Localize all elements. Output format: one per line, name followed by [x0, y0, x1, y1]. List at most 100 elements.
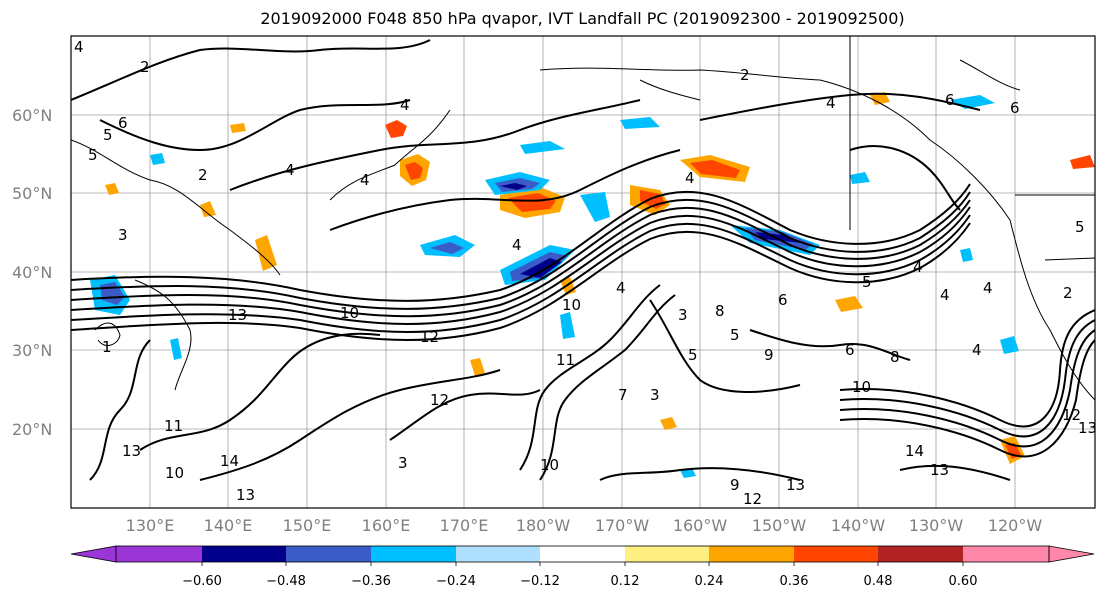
lon-label: 160°W [673, 516, 728, 535]
lon-label: 140°E [204, 516, 253, 535]
colorbar-tick-label: 0.24 [695, 574, 724, 589]
positive-anomaly-patch [870, 92, 890, 105]
contour-label: 10 [562, 296, 581, 314]
contour-label: 5 [88, 146, 98, 164]
contour-label: 3 [118, 226, 128, 244]
contour-label: 2 [140, 58, 150, 76]
contour-label: 13 [1078, 419, 1097, 437]
positive-anomaly-patch [690, 160, 740, 178]
contour-label: 4 [616, 279, 626, 297]
map-frame [70, 35, 1096, 509]
colorbar-segment [456, 546, 540, 562]
colorbar-segment [963, 546, 1049, 562]
contour-labels: 4 2 6 5 5 2 4 4 4 2 6 6 4 4 4 3 4 4 4 4 … [74, 38, 1097, 508]
colorbar-segment [116, 546, 202, 562]
positive-anomaly-patch [660, 417, 677, 430]
colorbar-tick-label: −0.12 [520, 574, 560, 589]
contour-label: 4 [940, 286, 950, 304]
contour-label: 13 [786, 476, 805, 494]
lon-label: 180°W [516, 516, 571, 535]
positive-anomaly-patch [470, 358, 485, 376]
lon-label: 130°W [909, 516, 964, 535]
contour-label: 4 [685, 169, 695, 187]
positive-anomaly-patch [200, 201, 216, 217]
lat-label-50n: 50°N [12, 184, 52, 203]
contour-label: 11 [164, 417, 183, 435]
contour-label: 1 [102, 338, 112, 356]
contour-label: 7 [618, 386, 628, 404]
colorbar-segment [794, 546, 878, 562]
coastlines [71, 36, 1095, 401]
colorbar-tick-labels: −0.60 −0.48 −0.36 −0.24 −0.12 0.12 0.24 … [182, 574, 977, 589]
contour-label: 9 [730, 476, 740, 494]
contour-label: 4 [512, 236, 522, 254]
contour-label: 4 [285, 161, 295, 179]
positive-anomaly-patch [508, 193, 556, 212]
colorbar-tick-label: −0.36 [351, 574, 391, 589]
negative-anomaly-patch [430, 242, 464, 254]
contour-label: 12 [430, 391, 449, 409]
lat-label-40n: 40°N [12, 263, 52, 282]
contour-label: 12 [1062, 406, 1081, 424]
colorbar-tick-label: 0.48 [864, 574, 893, 589]
lon-label: 140°W [831, 516, 886, 535]
contour-label: 10 [165, 464, 184, 482]
contour-label: 14 [220, 452, 239, 470]
contour-label: 8 [715, 302, 725, 320]
negative-anomaly-patch [755, 232, 803, 243]
colorbar-tick-label: 0.60 [949, 574, 978, 589]
colorbar-extend-low [70, 545, 117, 563]
contour-label: 4 [913, 258, 923, 276]
contour-label: 9 [764, 346, 774, 364]
contour-label: 2 [1063, 284, 1073, 302]
colorbar-tick-label: −0.48 [266, 574, 306, 589]
contour-label: 6 [118, 114, 128, 132]
contour-label: 12 [743, 490, 762, 508]
ivt-contours [71, 39, 1095, 481]
positive-anomaly-patch [385, 120, 407, 138]
negative-anomaly-patch [520, 141, 565, 154]
lon-label: 130°E [126, 516, 175, 535]
lat-label-20n: 20°N [12, 420, 52, 439]
contour-label: 6 [845, 341, 855, 359]
contour-label: 13 [122, 442, 141, 460]
contour-label: 10 [540, 456, 559, 474]
colorbar [70, 545, 1095, 566]
negative-anomaly-patch [620, 117, 660, 129]
colorbar-tick-label: 0.12 [611, 574, 640, 589]
contour-label: 4 [360, 171, 370, 189]
contour-label: 13 [236, 486, 255, 504]
positive-anomaly-patch [1070, 155, 1095, 169]
contour-label: 5 [103, 126, 113, 144]
colorbar-segment [540, 546, 625, 562]
contour-label: 5 [688, 346, 698, 364]
positive-anomaly-patch [405, 162, 423, 180]
lon-label: 160°E [362, 516, 411, 535]
colorbar-tick-label: 0.36 [780, 574, 809, 589]
negative-anomaly-patch [500, 183, 527, 190]
contour-label: 6 [1010, 99, 1020, 117]
contour-label: 3 [650, 386, 660, 404]
lon-label: 120°W [988, 516, 1043, 535]
negative-anomaly-patch [520, 258, 562, 278]
lon-label: 170°W [595, 516, 650, 535]
lat-label-30n: 30°N [12, 341, 52, 360]
colorbar-outline [115, 545, 1050, 563]
contour-label: 14 [905, 442, 924, 460]
contour-label: 4 [74, 38, 84, 56]
negative-anomaly-patch [1000, 336, 1019, 354]
contour-label: 2 [740, 66, 750, 84]
contour-label: 13 [228, 306, 247, 324]
colorbar-segment [371, 546, 456, 562]
contour-label: 8 [890, 348, 900, 366]
negative-anomaly-patch [560, 312, 575, 339]
contour-label: 13 [930, 461, 949, 479]
negative-anomaly-patch [170, 338, 182, 360]
contour-label: 4 [983, 279, 993, 297]
colorbar-segment [202, 546, 286, 562]
positive-anomaly-patch [105, 183, 119, 195]
positive-anomaly-patch [835, 296, 863, 312]
negative-anomaly-patch [850, 172, 870, 184]
contour-label: 4 [400, 96, 410, 114]
